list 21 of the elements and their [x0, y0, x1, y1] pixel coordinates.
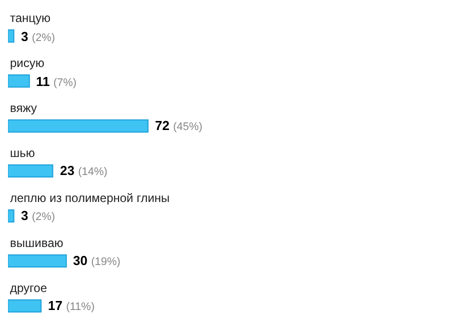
y-tick-label: танцую [10, 11, 51, 25]
data-label: 30 (19%) [73, 253, 120, 268]
y-tick-label: рисую [10, 56, 44, 70]
data-label: 3 (2%) [21, 208, 56, 223]
bar [8, 209, 14, 223]
bar [8, 254, 67, 268]
data-label: 3 (2%) [21, 29, 56, 44]
y-tick-label: шью [10, 146, 35, 160]
bar [8, 164, 54, 178]
data-label: 17 (11%) [48, 298, 95, 313]
y-tick-label: леплю из полимерной глины [10, 191, 170, 205]
data-label: 11 (7%) [36, 74, 77, 89]
data-label: 23 (14%) [60, 163, 108, 178]
bar [8, 119, 148, 133]
y-tick-label: вяжу [10, 101, 37, 115]
data-label: 72 (45%) [155, 118, 202, 133]
y-tick-label: вышиваю [10, 236, 64, 250]
bar [8, 74, 30, 88]
y-tick-label: другое [10, 281, 48, 295]
bar [8, 299, 42, 313]
bar [8, 29, 14, 43]
